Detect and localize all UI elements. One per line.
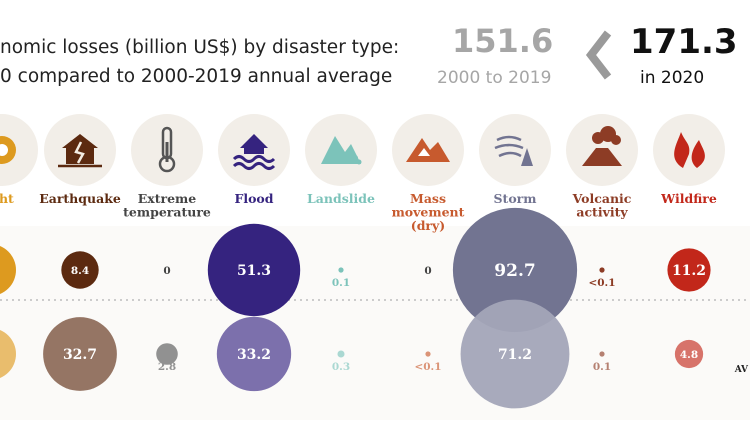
category-label: Volcanic xyxy=(572,191,632,206)
data-bubble xyxy=(43,317,117,391)
category-label: Landslide xyxy=(307,191,375,206)
data-bubble xyxy=(337,350,345,358)
current-label: in 2020 xyxy=(640,68,705,88)
data-bubble xyxy=(674,339,704,369)
data-bubble xyxy=(61,251,99,289)
icon-storm-icon xyxy=(479,114,551,186)
chart-title-line-1: nomic losses (billion US$) by disaster t… xyxy=(0,37,400,58)
icon-volcano-icon xyxy=(566,114,638,186)
data-label: 71.2 xyxy=(498,347,532,363)
storm-icon xyxy=(494,135,533,166)
category-label: Storm xyxy=(494,191,537,206)
data-bubble xyxy=(599,351,605,357)
flood-icon xyxy=(232,134,276,170)
data-bubble xyxy=(599,267,605,273)
right-edge-label: AV xyxy=(734,365,749,375)
data-label: 0 xyxy=(163,265,170,277)
thermometer-icon xyxy=(158,126,176,173)
data-label: 4.8 xyxy=(680,349,698,361)
icon-circle xyxy=(0,114,38,186)
data-label: 0.1 xyxy=(332,277,350,289)
data-bubble xyxy=(425,351,431,357)
category-label: Earthquake xyxy=(39,191,121,206)
category-label: ght xyxy=(0,191,14,206)
chart-plot-area xyxy=(0,226,750,420)
data-label: 0 xyxy=(424,265,431,277)
data-bubble xyxy=(338,267,344,273)
average-value: 151.6 xyxy=(452,22,554,60)
category-label: activity xyxy=(576,205,628,220)
data-bubble xyxy=(0,246,16,294)
data-bubble xyxy=(0,330,16,378)
category-label: (dry) xyxy=(411,218,445,233)
data-label: 8.4 xyxy=(71,265,89,277)
icon-wildfire-icon xyxy=(653,114,725,186)
average-label: 2000 to 2019 xyxy=(437,68,552,88)
data-label: 32.7 xyxy=(63,347,97,363)
drought-icon xyxy=(0,136,16,164)
data-label: <0.1 xyxy=(588,277,615,289)
wildfire-icon xyxy=(674,132,705,168)
icon-landslide-icon xyxy=(305,114,377,186)
data-label: 33.2 xyxy=(237,347,271,363)
data-label: 92.7 xyxy=(494,261,535,281)
category-label: Flood xyxy=(234,191,273,206)
data-label: 51.3 xyxy=(237,263,271,279)
icon-thermometer-icon xyxy=(131,114,203,186)
category-label: Mass xyxy=(410,191,446,206)
data-bubble xyxy=(452,207,578,333)
icon-circle xyxy=(479,114,551,186)
data-bubble xyxy=(207,223,301,317)
earthquake-icon xyxy=(58,134,102,168)
icon-drought-icon xyxy=(0,114,38,186)
data-bubble xyxy=(460,299,570,409)
data-label: <0.1 xyxy=(414,361,441,373)
icon-mass-movement-icon xyxy=(392,114,464,186)
data-label: 0.1 xyxy=(593,361,611,373)
category-label: movement xyxy=(392,205,465,220)
data-bubble xyxy=(216,316,292,392)
icon-flood-icon xyxy=(218,114,290,186)
volcano-icon xyxy=(582,126,622,166)
data-label: 11.2 xyxy=(672,263,706,279)
chevron-left-icon xyxy=(585,30,612,80)
data-bubble xyxy=(667,248,711,292)
landslide-icon xyxy=(321,136,362,165)
data-label: 2.8 xyxy=(158,361,176,373)
category-label: Extreme xyxy=(138,191,197,206)
mass-movement-icon xyxy=(406,138,450,162)
data-bubble xyxy=(156,343,178,365)
current-value: 171.3 xyxy=(630,22,738,62)
icon-earthquake-icon xyxy=(44,114,116,186)
data-label: 0.3 xyxy=(332,361,350,373)
category-label: Wildfire xyxy=(660,191,717,206)
chart-title-line-2: 0 compared to 2000-2019 annual average xyxy=(0,66,393,87)
category-label: temperature xyxy=(123,205,211,220)
